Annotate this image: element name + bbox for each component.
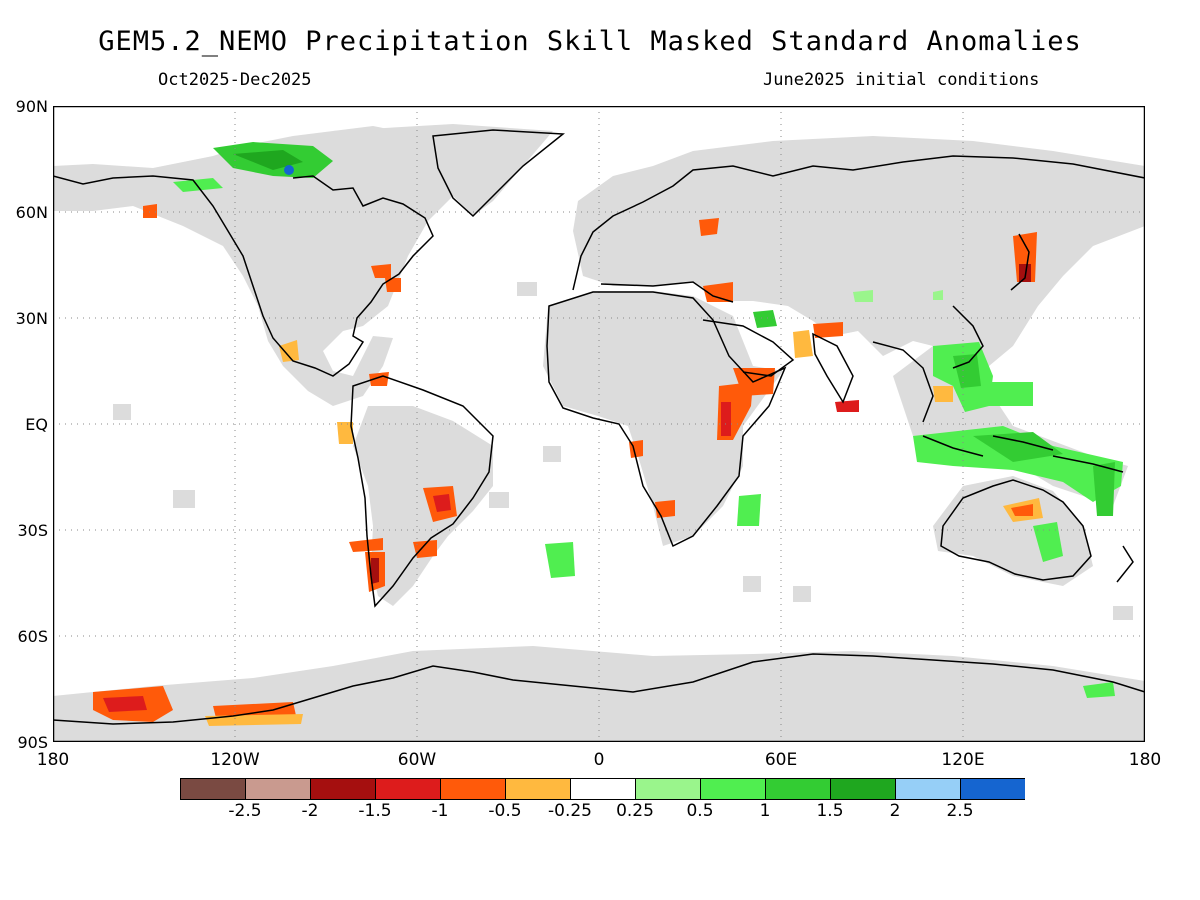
graticule	[53, 106, 1145, 742]
legend-label: 1	[759, 801, 771, 821]
lon-label-180w: 180	[36, 750, 70, 770]
lon-label-0: 0	[593, 750, 605, 770]
legend-label: -0.25	[548, 801, 592, 821]
colorbar-box	[570, 778, 636, 800]
world-map	[53, 106, 1145, 742]
colorbar	[180, 778, 1025, 800]
lon-label-180e: 180	[1128, 750, 1162, 770]
colorbar-box	[375, 778, 441, 800]
colorbar-box	[505, 778, 571, 800]
lat-label-60s: 60S	[17, 627, 48, 646]
legend-label: 2.5	[946, 801, 974, 821]
colorbar-box	[765, 778, 831, 800]
lat-label-eq: EQ	[25, 415, 48, 434]
lat-label-90s: 90S	[17, 733, 48, 752]
legend-label: -2	[301, 801, 319, 821]
lon-label-120w: 120W	[210, 750, 260, 770]
forecast-period: Oct2025-Dec2025	[158, 70, 312, 90]
colorbar-box	[245, 778, 311, 800]
lon-label-120e: 120E	[941, 750, 985, 770]
lat-label-30s: 30S	[17, 521, 48, 540]
map-title: GEM5.2_NEMO Precipitation Skill Masked S…	[98, 26, 1082, 57]
colorbar-box	[960, 778, 1025, 800]
colorbar-box	[895, 778, 961, 800]
colorbar-box	[310, 778, 376, 800]
legend-label: -0.5	[488, 801, 522, 821]
colorbar-box	[830, 778, 896, 800]
legend-label: 2	[889, 801, 901, 821]
legend-label: -2.5	[228, 801, 262, 821]
lon-label-60e: 60E	[764, 750, 798, 770]
legend-label: 0.25	[616, 801, 654, 821]
legend-label: 1.5	[816, 801, 844, 821]
legend-label: 0.5	[686, 801, 714, 821]
colorbar-box	[440, 778, 506, 800]
colorbar-boxes	[180, 778, 1025, 800]
lon-label-60w: 60W	[397, 750, 437, 770]
map-frame	[53, 106, 1145, 742]
legend-label: -1	[431, 801, 449, 821]
legend-label: -1.5	[358, 801, 392, 821]
colorbar-box	[180, 778, 246, 800]
colorbar-box	[700, 778, 766, 800]
lat-label-90n: 90N	[15, 97, 48, 116]
initial-conditions: June2025 initial conditions	[763, 70, 1040, 90]
lat-label-30n: 30N	[15, 309, 48, 328]
colorbar-box	[635, 778, 701, 800]
lat-label-60n: 60N	[15, 203, 48, 222]
coastlines	[53, 129, 1145, 725]
anomaly-patches	[93, 142, 1123, 726]
